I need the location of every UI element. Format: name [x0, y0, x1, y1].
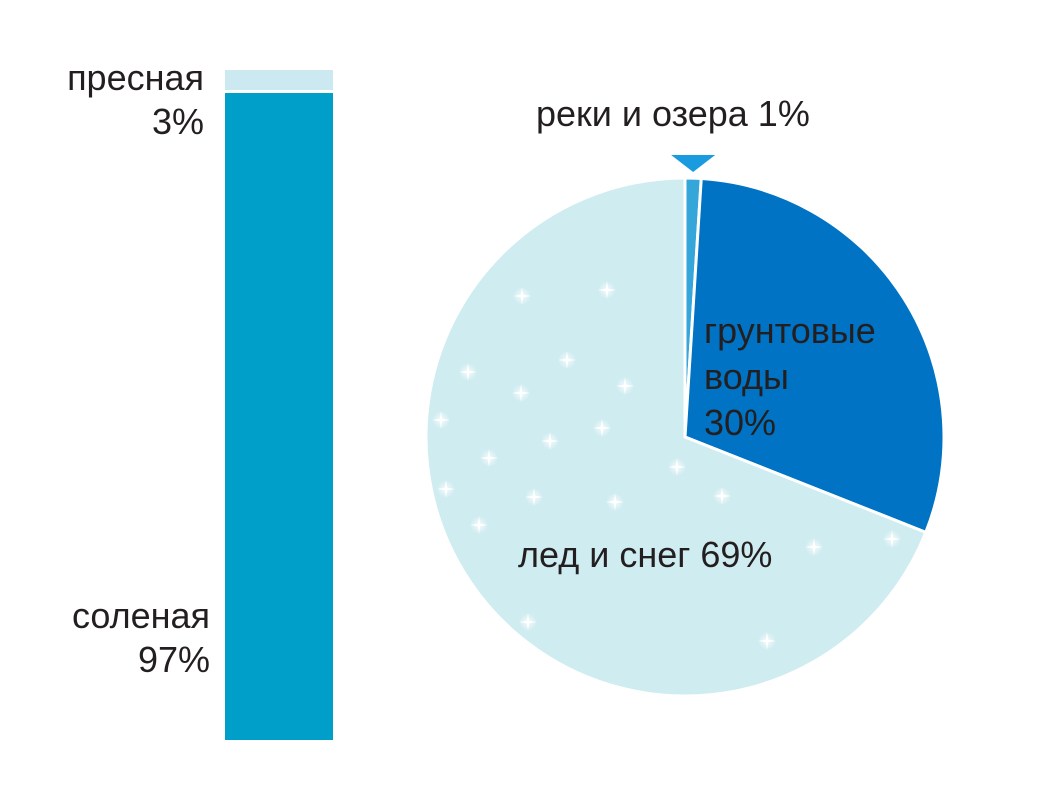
- sparkle-19: [519, 613, 537, 631]
- sparkle-20: [758, 632, 776, 650]
- pie-label-groundwater: грунтовые воды 30%: [704, 308, 876, 446]
- sparkle-star: [512, 384, 530, 402]
- bar-label-fresh: пресная 3%: [67, 56, 204, 144]
- sparkle-star: [470, 516, 488, 534]
- pie-chart: [424, 155, 946, 698]
- sparkle-star: [593, 419, 611, 437]
- sparkle-18: [883, 530, 901, 548]
- bar-segment-fresh: [225, 70, 333, 91]
- sparkle-15: [713, 487, 731, 505]
- sparkle-14: [606, 493, 624, 511]
- sparkle-star: [598, 281, 616, 299]
- bar-label-salt-name: соленая: [71, 595, 210, 636]
- pie-label-rivers: реки и озера 1%: [536, 92, 810, 136]
- sparkle-star: [541, 432, 559, 450]
- pie-label-ice-text: лед и снег 69%: [518, 534, 773, 575]
- sparkle-11: [668, 458, 686, 476]
- pie-label-ice: лед и снег 69%: [518, 533, 772, 577]
- sparkle-star: [525, 488, 543, 506]
- sparkle-3: [558, 351, 576, 369]
- sparkle-star: [480, 449, 498, 467]
- pie-marker-triangle: [671, 155, 716, 172]
- sparkle-star: [883, 530, 901, 548]
- sparkle-star: [519, 613, 537, 631]
- bar-label-salt: соленая 97%: [72, 594, 210, 682]
- sparkle-6: [616, 377, 634, 395]
- sparkle-star: [437, 480, 455, 498]
- sparkle-star: [459, 363, 477, 381]
- sparkle-9: [593, 419, 611, 437]
- bar-segment-salt: [225, 93, 333, 740]
- sparkle-star: [805, 538, 823, 556]
- pie-slice-ice: [424, 176, 928, 698]
- bar-label-fresh-name: пресная: [67, 57, 204, 98]
- pie-label-rivers-text: реки и озера 1%: [536, 93, 810, 134]
- sparkle-17: [805, 538, 823, 556]
- sparkle-13: [525, 488, 543, 506]
- sparkle-star: [606, 493, 624, 511]
- sparkle-10: [480, 449, 498, 467]
- sparkle-star: [758, 632, 776, 650]
- sparkle-2: [598, 281, 616, 299]
- sparkle-star: [616, 377, 634, 395]
- sparkle-star: [558, 351, 576, 369]
- stacked-bar: [225, 70, 333, 740]
- sparkle-star: [668, 458, 686, 476]
- bar-label-fresh-value: 3%: [151, 101, 204, 142]
- sparkle-star: [513, 287, 531, 305]
- pie-label-groundwater-line1: грунтовые: [704, 310, 876, 351]
- sparkle-16: [470, 516, 488, 534]
- sparkle-1: [513, 287, 531, 305]
- pie-label-groundwater-line2: воды: [704, 356, 789, 397]
- sparkle-star: [432, 411, 450, 429]
- sparkle-12: [437, 480, 455, 498]
- pie-label-groundwater-line3: 30%: [704, 402, 777, 443]
- bar-label-salt-value: 97%: [137, 639, 210, 680]
- sparkle-4: [459, 363, 477, 381]
- pie-slice-groundwater: [683, 177, 946, 534]
- sparkle-8: [541, 432, 559, 450]
- sparkle-star: [713, 487, 731, 505]
- sparkle-5: [512, 384, 530, 402]
- sparkle-7: [432, 411, 450, 429]
